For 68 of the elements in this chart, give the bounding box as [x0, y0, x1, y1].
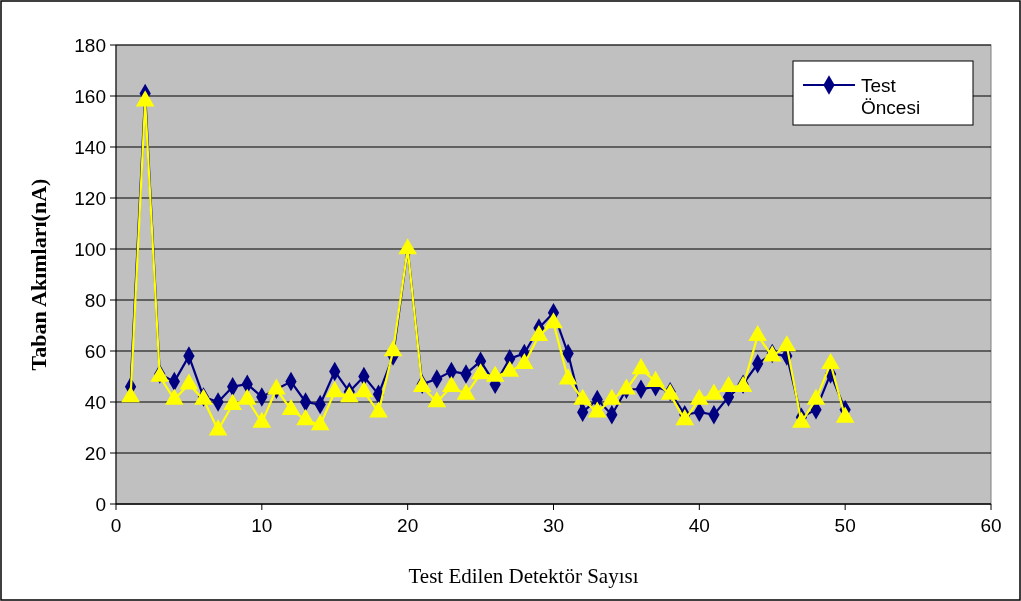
x-tick-label: 40 [688, 515, 710, 536]
point [296, 409, 315, 426]
point [340, 386, 359, 403]
point [806, 388, 826, 405]
point [777, 335, 797, 352]
y-axis-title: Taban Akımları(nA) [26, 178, 51, 371]
point [748, 324, 767, 342]
x-axis-title: Test Edilen Detektör Sayısı [408, 564, 639, 588]
y-tick-label: 140 [74, 136, 106, 158]
point [354, 381, 374, 398]
point [573, 388, 592, 405]
point [515, 353, 534, 370]
point [471, 363, 490, 380]
point [660, 383, 680, 400]
point [835, 406, 855, 423]
x-tick-label: 20 [397, 515, 419, 536]
point [427, 391, 447, 408]
x-tick-label: 50 [834, 515, 856, 536]
y-tick-label: 80 [84, 289, 106, 311]
point [690, 388, 709, 405]
point [398, 238, 417, 255]
y-tick-label: 100 [74, 238, 106, 260]
x-tick-label: 60 [980, 515, 1002, 536]
x-tick-label: 30 [542, 515, 565, 536]
point [325, 381, 345, 398]
point [704, 383, 724, 400]
point [529, 324, 549, 342]
point [369, 401, 388, 418]
point [121, 386, 140, 403]
point [587, 401, 607, 418]
point [500, 360, 520, 377]
legend-label: Test Öncesi [861, 74, 921, 118]
point [237, 388, 257, 405]
point [544, 312, 563, 329]
point [602, 388, 622, 405]
point [456, 383, 476, 400]
point [412, 375, 432, 393]
point [617, 378, 636, 395]
point [631, 358, 651, 375]
point [821, 353, 840, 370]
point [208, 419, 228, 436]
point [383, 340, 403, 357]
x-tick-label: 0 [110, 515, 122, 536]
y-tick-label: 40 [84, 391, 106, 413]
x-tick-label: 10 [251, 515, 273, 536]
point [558, 368, 578, 385]
point [719, 375, 738, 393]
y-tick-label: 180 [74, 34, 106, 56]
point [281, 398, 301, 416]
point [646, 370, 665, 387]
point [252, 411, 272, 428]
y-tick-label: 20 [84, 442, 106, 464]
point [267, 378, 286, 395]
y-tick-label: 160 [74, 85, 106, 107]
y-tick-label: 120 [74, 187, 106, 209]
point [310, 414, 330, 431]
point [165, 388, 184, 405]
point [179, 373, 199, 390]
point [762, 345, 782, 362]
y-tick-label: 60 [84, 340, 106, 362]
point [675, 409, 695, 426]
point [792, 411, 811, 428]
point [150, 365, 170, 382]
point [223, 393, 242, 410]
point [442, 375, 461, 393]
point [485, 365, 505, 382]
point [733, 375, 753, 393]
y-tick-label: 0 [95, 493, 106, 515]
